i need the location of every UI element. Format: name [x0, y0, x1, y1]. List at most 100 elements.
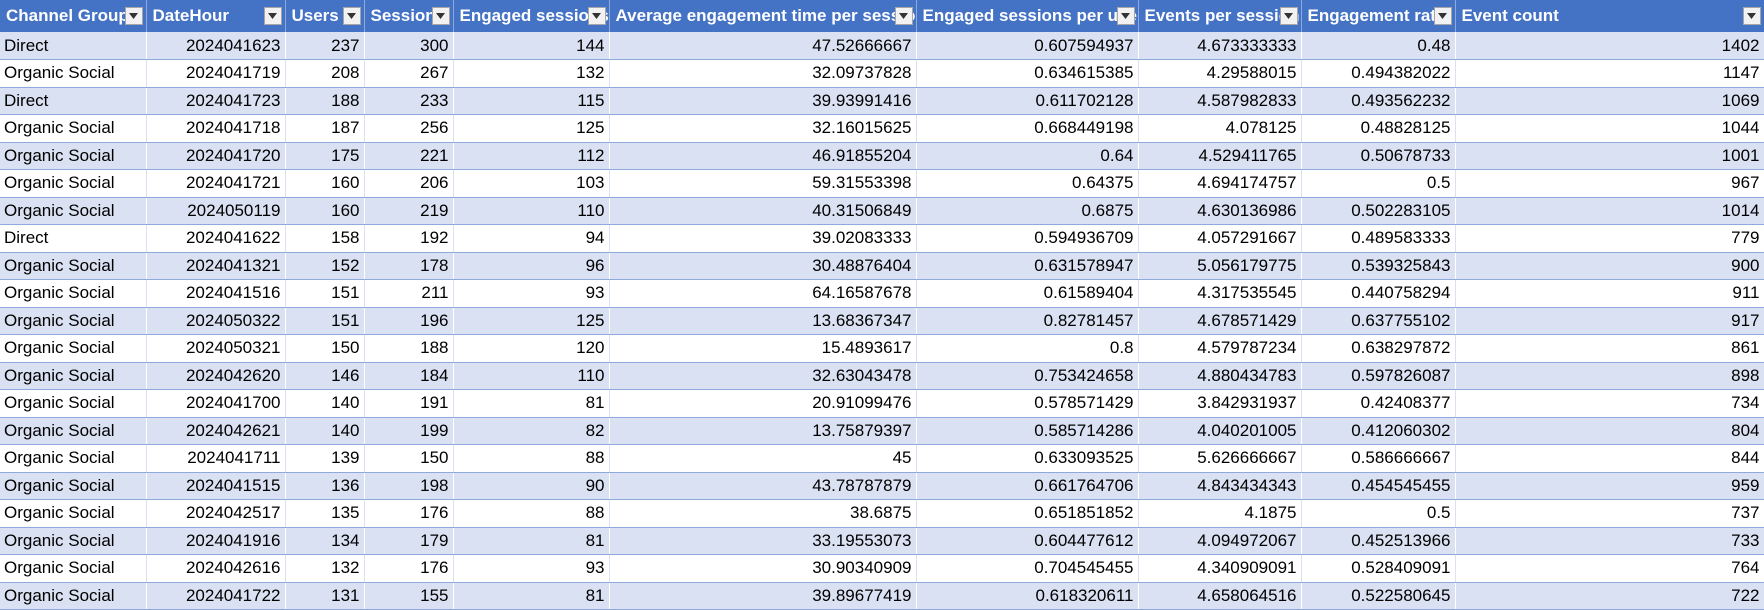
- table-cell[interactable]: 0.634615385: [916, 59, 1139, 88]
- table-cell[interactable]: 0.668449198: [916, 114, 1139, 143]
- table-cell[interactable]: 1069: [1455, 87, 1764, 115]
- table-cell[interactable]: 2024041515: [146, 472, 286, 500]
- table-cell[interactable]: Organic Social: [0, 197, 147, 225]
- table-cell[interactable]: 4.678571429: [1138, 307, 1302, 335]
- table-cell[interactable]: 1402: [1455, 32, 1764, 60]
- table-cell[interactable]: 2024041516: [146, 279, 286, 308]
- table-cell[interactable]: 176: [364, 554, 454, 583]
- table-cell[interactable]: 39.89677419: [609, 582, 917, 610]
- table-cell[interactable]: 2024041916: [146, 527, 286, 555]
- table-cell[interactable]: 4.057291667: [1138, 224, 1302, 253]
- table-cell[interactable]: 158: [285, 224, 365, 253]
- table-cell[interactable]: 0.82781457: [916, 307, 1139, 335]
- table-cell[interactable]: Organic Social: [0, 499, 147, 528]
- table-cell[interactable]: 722: [1455, 582, 1764, 610]
- table-cell[interactable]: 0.753424658: [916, 362, 1139, 390]
- table-cell[interactable]: 4.587982833: [1138, 87, 1302, 115]
- table-cell[interactable]: 4.673333333: [1138, 32, 1302, 60]
- table-cell[interactable]: 0.48828125: [1301, 114, 1456, 143]
- table-cell[interactable]: 150: [364, 444, 454, 473]
- table-cell[interactable]: 2024042517: [146, 499, 286, 528]
- table-cell[interactable]: 96: [453, 252, 610, 280]
- table-cell[interactable]: 0.5: [1301, 499, 1456, 528]
- table-cell[interactable]: Organic Social: [0, 417, 147, 445]
- table-cell[interactable]: 1044: [1455, 114, 1764, 143]
- table-cell[interactable]: 30.90340909: [609, 554, 917, 583]
- table-cell[interactable]: Organic Social: [0, 554, 147, 583]
- table-cell[interactable]: 0.64375: [916, 169, 1139, 198]
- table-cell[interactable]: 179: [364, 527, 454, 555]
- column-header[interactable]: Channel Group: [0, 0, 147, 32]
- table-cell[interactable]: 206: [364, 169, 454, 198]
- table-cell[interactable]: 151: [285, 307, 365, 335]
- table-cell[interactable]: 0.597826087: [1301, 362, 1456, 390]
- table-cell[interactable]: Direct: [0, 224, 147, 253]
- table-cell[interactable]: 134: [285, 527, 365, 555]
- table-cell[interactable]: 221: [364, 142, 454, 170]
- filter-dropdown-button[interactable]: [1279, 7, 1298, 25]
- table-cell[interactable]: 0.452513966: [1301, 527, 1456, 555]
- table-cell[interactable]: 861: [1455, 334, 1764, 363]
- column-header[interactable]: Sessions: [364, 0, 454, 32]
- table-cell[interactable]: 90: [453, 472, 610, 500]
- table-cell[interactable]: 0.522580645: [1301, 582, 1456, 610]
- table-cell[interactable]: 208: [285, 59, 365, 88]
- table-cell[interactable]: 81: [453, 527, 610, 555]
- table-cell[interactable]: 132: [453, 59, 610, 88]
- table-cell[interactable]: 211: [364, 279, 454, 308]
- filter-dropdown-button[interactable]: [894, 7, 913, 25]
- table-cell[interactable]: 0.637755102: [1301, 307, 1456, 335]
- table-cell[interactable]: 4.040201005: [1138, 417, 1302, 445]
- table-cell[interactable]: Organic Social: [0, 279, 147, 308]
- table-cell[interactable]: 188: [285, 87, 365, 115]
- table-cell[interactable]: 198: [364, 472, 454, 500]
- column-header[interactable]: Engagement rate: [1301, 0, 1456, 32]
- table-cell[interactable]: 4.579787234: [1138, 334, 1302, 363]
- table-cell[interactable]: 0.8: [916, 334, 1139, 363]
- table-cell[interactable]: Organic Social: [0, 252, 147, 280]
- filter-dropdown-button[interactable]: [587, 7, 606, 25]
- column-header[interactable]: Engaged sessions per user: [916, 0, 1139, 32]
- table-cell[interactable]: Organic Social: [0, 142, 147, 170]
- table-cell[interactable]: 88: [453, 499, 610, 528]
- table-cell[interactable]: Organic Social: [0, 472, 147, 500]
- table-cell[interactable]: Organic Social: [0, 389, 147, 418]
- filter-dropdown-button[interactable]: [431, 7, 450, 25]
- table-cell[interactable]: 40.31506849: [609, 197, 917, 225]
- table-cell[interactable]: 160: [285, 169, 365, 198]
- table-cell[interactable]: Organic Social: [0, 527, 147, 555]
- table-cell[interactable]: 734: [1455, 389, 1764, 418]
- table-cell[interactable]: 2024050119: [146, 197, 286, 225]
- table-cell[interactable]: 300: [364, 32, 454, 60]
- table-cell[interactable]: 2024042616: [146, 554, 286, 583]
- table-cell[interactable]: 33.19553073: [609, 527, 917, 555]
- table-cell[interactable]: 0.633093525: [916, 444, 1139, 473]
- table-cell[interactable]: 4.843434343: [1138, 472, 1302, 500]
- table-cell[interactable]: 5.626666667: [1138, 444, 1302, 473]
- table-cell[interactable]: 2024041721: [146, 169, 286, 198]
- table-cell[interactable]: 2024041700: [146, 389, 286, 418]
- table-cell[interactable]: 199: [364, 417, 454, 445]
- table-cell[interactable]: 2024041723: [146, 87, 286, 115]
- table-cell[interactable]: 2024042621: [146, 417, 286, 445]
- table-cell[interactable]: 898: [1455, 362, 1764, 390]
- table-cell[interactable]: 13.75879397: [609, 417, 917, 445]
- table-cell[interactable]: 13.68367347: [609, 307, 917, 335]
- table-cell[interactable]: 125: [453, 114, 610, 143]
- table-cell[interactable]: 184: [364, 362, 454, 390]
- table-cell[interactable]: Organic Social: [0, 582, 147, 610]
- filter-dropdown-button[interactable]: [124, 7, 143, 25]
- table-cell[interactable]: 110: [453, 197, 610, 225]
- table-cell[interactable]: 3.842931937: [1138, 389, 1302, 418]
- table-cell[interactable]: 125: [453, 307, 610, 335]
- filter-dropdown-button[interactable]: [263, 7, 282, 25]
- table-cell[interactable]: 1014: [1455, 197, 1764, 225]
- table-cell[interactable]: 1001: [1455, 142, 1764, 170]
- table-cell[interactable]: 46.91855204: [609, 142, 917, 170]
- table-cell[interactable]: 4.880434783: [1138, 362, 1302, 390]
- table-cell[interactable]: 764: [1455, 554, 1764, 583]
- table-cell[interactable]: 0.494382022: [1301, 59, 1456, 88]
- column-header[interactable]: Event count: [1455, 0, 1764, 32]
- table-cell[interactable]: 175: [285, 142, 365, 170]
- table-cell[interactable]: 94: [453, 224, 610, 253]
